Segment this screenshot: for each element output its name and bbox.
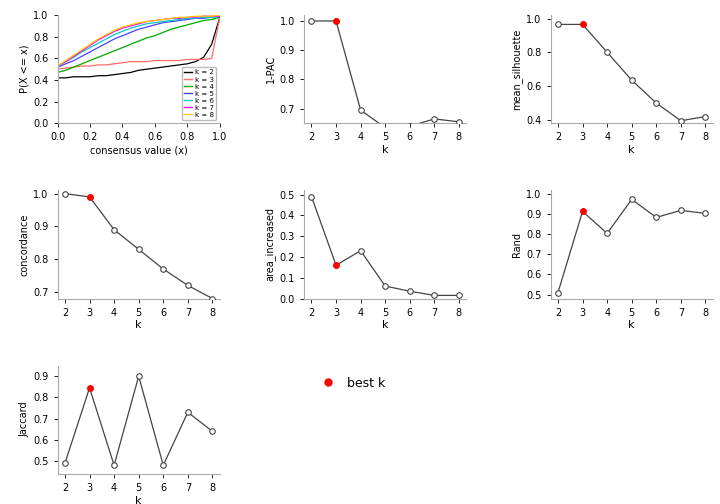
X-axis label: k: k [629, 145, 635, 155]
Legend: best k: best k [310, 372, 390, 395]
X-axis label: k: k [382, 145, 389, 155]
Y-axis label: P(X <= x): P(X <= x) [19, 45, 29, 93]
Y-axis label: concordance: concordance [19, 213, 29, 276]
Y-axis label: area_increased: area_increased [265, 208, 276, 281]
Y-axis label: mean_silhouette: mean_silhouette [511, 29, 522, 110]
Legend: k = 2, k = 3, k = 4, k = 5, k = 6, k = 7, k = 8: k = 2, k = 3, k = 4, k = 5, k = 6, k = 7… [182, 68, 216, 120]
X-axis label: k: k [135, 495, 142, 504]
X-axis label: k: k [135, 321, 142, 330]
Y-axis label: 1-PAC: 1-PAC [266, 55, 276, 83]
Y-axis label: Jaccard: Jaccard [19, 402, 29, 437]
X-axis label: k: k [382, 321, 389, 330]
X-axis label: k: k [629, 321, 635, 330]
X-axis label: consensus value (x): consensus value (x) [90, 145, 188, 155]
Y-axis label: Rand: Rand [512, 232, 522, 257]
